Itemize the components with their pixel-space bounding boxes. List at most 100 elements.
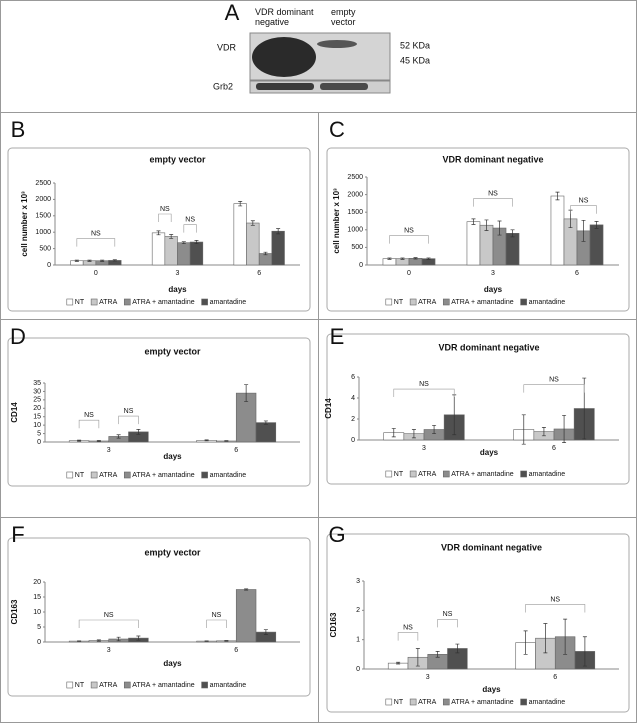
ns-bracket	[473, 198, 513, 207]
x-axis-label: days	[480, 448, 499, 457]
legend-swatch	[66, 298, 74, 306]
blot-band	[317, 40, 357, 48]
x-axis-label: days	[168, 285, 187, 294]
error-bar	[204, 439, 209, 442]
legend-label: ATRA + amantadine	[132, 472, 194, 479]
y-tick-label: 4	[351, 395, 355, 402]
bar	[233, 203, 247, 266]
ns-bracket	[437, 619, 458, 628]
chart-frame	[7, 337, 311, 487]
legend-label: amantadine	[529, 299, 566, 306]
legend-label: amantadine	[210, 472, 247, 479]
legend-swatch	[385, 298, 393, 306]
chart-frame	[326, 533, 630, 713]
error-bar	[112, 259, 117, 262]
bar	[164, 236, 178, 266]
bar	[255, 422, 277, 443]
legend-swatch	[90, 471, 98, 479]
bar	[466, 221, 481, 266]
ns-bracket	[78, 619, 139, 628]
y-tick-label: 2500	[347, 174, 363, 181]
error-bar	[224, 440, 229, 442]
legend-label: amantadine	[210, 682, 247, 689]
y-tick-label: 0	[37, 439, 41, 446]
error-bar	[263, 420, 268, 425]
bar	[177, 242, 191, 266]
x-tick-label: 3	[107, 447, 111, 454]
y-tick-label: 0	[351, 437, 355, 444]
y-tick-label: 5	[37, 430, 41, 437]
chart-title: empty vector	[144, 346, 201, 356]
y-tick-label: 1	[356, 637, 360, 644]
y-tick-label: 30	[33, 388, 41, 395]
blot-band	[256, 83, 314, 90]
marker-label: 52 KDa	[400, 40, 430, 50]
legend-swatch	[442, 698, 450, 706]
legend-label: NT	[75, 299, 85, 306]
error-bar	[391, 428, 396, 438]
annotation: NS	[185, 217, 195, 224]
y-tick-label: 2	[356, 607, 360, 614]
error-bar	[563, 618, 568, 655]
legend-label: ATRA	[99, 472, 117, 479]
y-tick-label: 0	[47, 262, 51, 269]
column-label: empty vector	[331, 7, 356, 27]
bar	[235, 589, 257, 643]
error-bar	[413, 257, 418, 260]
legend-swatch	[90, 298, 98, 306]
y-tick-label: 500	[351, 244, 363, 251]
error-bar	[204, 640, 209, 642]
chart-title: VDR dominant negative	[442, 154, 543, 164]
error-bar	[562, 414, 567, 443]
error-bar	[426, 257, 431, 260]
error-bar	[100, 259, 105, 262]
y-tick-label: 15	[33, 594, 41, 601]
error-bar	[96, 639, 101, 642]
y-axis-label: cell number x 10³	[332, 188, 341, 254]
ns-bracket	[78, 419, 100, 429]
ns-bracket	[158, 213, 172, 222]
error-bar	[87, 259, 92, 262]
blot-band	[320, 83, 368, 90]
annotation: NS	[549, 376, 559, 383]
y-axis-label: CD14	[324, 398, 333, 419]
error-bar	[224, 640, 229, 642]
legend-label: ATRA	[418, 299, 436, 306]
chart-title: empty vector	[144, 547, 201, 557]
y-axis-label: CD163	[329, 612, 338, 637]
y-tick-label: 10	[33, 609, 41, 616]
legend-label: NT	[394, 471, 404, 478]
error-bar	[136, 429, 141, 435]
y-tick-label: 10	[33, 422, 41, 429]
y-tick-label: 500	[39, 245, 51, 252]
error-bar	[77, 439, 82, 442]
chart-frame	[7, 537, 311, 697]
error-bar	[77, 640, 82, 642]
x-axis-label: days	[163, 659, 182, 668]
y-tick-label: 1500	[347, 209, 363, 216]
y-tick-label: 1000	[347, 227, 363, 234]
legend-swatch	[201, 471, 208, 479]
annotation: NS	[91, 230, 101, 237]
error-bar	[400, 257, 405, 260]
error-bar	[263, 629, 268, 635]
legend-swatch	[123, 471, 131, 479]
x-tick-label: 3	[491, 270, 495, 277]
legend-swatch	[520, 698, 527, 706]
legend-label: ATRA	[99, 682, 117, 689]
bar	[258, 253, 273, 266]
x-tick-label: 6	[234, 447, 238, 454]
x-tick-label: 0	[94, 270, 98, 277]
legend-swatch	[520, 298, 527, 306]
legend-swatch	[442, 470, 450, 478]
x-tick-label: 3	[107, 647, 111, 654]
x-tick-label: 6	[234, 647, 238, 654]
legend-label: ATRA	[99, 299, 117, 306]
y-tick-label: 2000	[347, 191, 363, 198]
ns-bracket	[523, 384, 585, 393]
y-tick-label: 0	[37, 639, 41, 646]
bar	[151, 232, 166, 266]
chart-frame	[326, 333, 630, 485]
error-bar	[484, 219, 489, 231]
